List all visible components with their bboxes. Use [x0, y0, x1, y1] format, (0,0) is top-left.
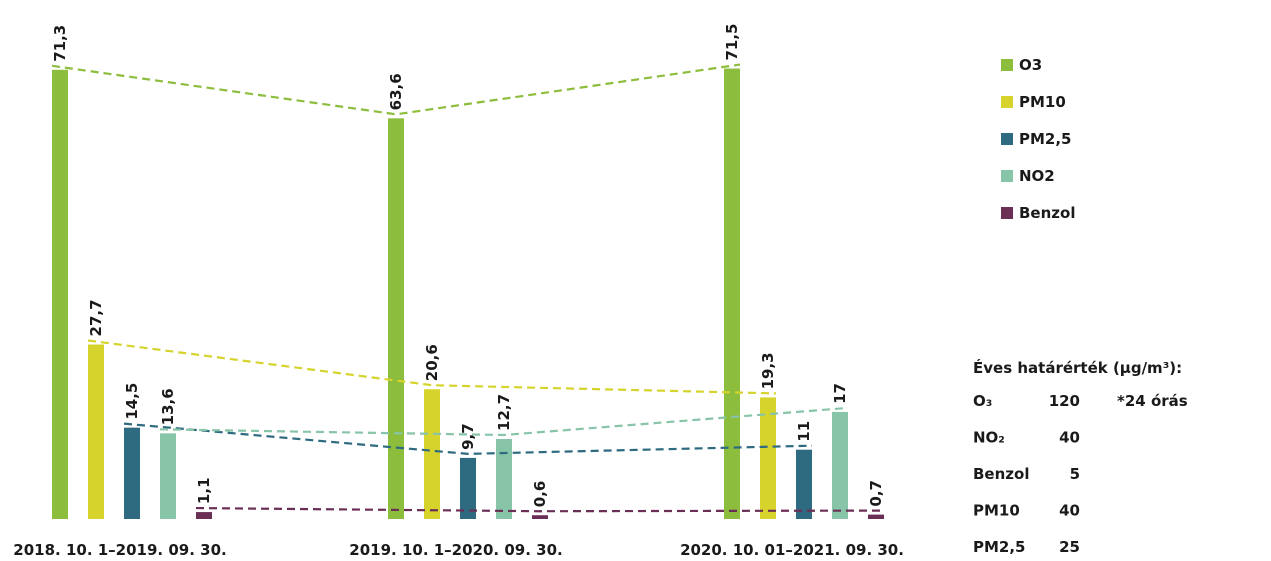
data-label: 71,3 [51, 25, 69, 62]
bar [388, 118, 404, 519]
bar [124, 427, 140, 519]
x-tick-label: 2020. 10. 01–2021. 09. 30. [680, 541, 904, 559]
data-label: 19,3 [759, 352, 777, 389]
limits-cell: 25 [1059, 538, 1080, 556]
data-label: 11 [795, 421, 813, 442]
limits-cell: PM10 [973, 502, 1020, 520]
legend-swatch [1001, 170, 1013, 182]
legend-label: PM2,5 [1019, 130, 1072, 148]
limits-cell: 120 [1049, 392, 1080, 410]
bar [52, 69, 68, 519]
trend-line [195, 506, 885, 513]
limits-cell: O₃ [973, 392, 992, 410]
legend-swatch [1001, 133, 1013, 145]
data-label: 20,6 [423, 344, 441, 381]
legend-label: Benzol [1019, 204, 1075, 222]
bar [532, 515, 548, 519]
x-tick-label: 2018. 10. 1–2019. 09. 30. [13, 541, 226, 559]
data-label: 9,7 [459, 423, 477, 450]
data-label: 0,7 [867, 480, 885, 507]
legend-label: PM10 [1019, 93, 1066, 111]
bar [496, 438, 512, 519]
bar [460, 457, 476, 519]
x-tick-label: 2019. 10. 1–2020. 09. 30. [349, 541, 562, 559]
bar [868, 514, 884, 519]
bar [196, 512, 212, 519]
bar [424, 389, 440, 519]
limits-cell: Benzol [973, 465, 1029, 483]
bar [832, 411, 848, 519]
limits-cell: 40 [1059, 429, 1080, 447]
bar [796, 449, 812, 519]
trend-line [123, 422, 813, 455]
data-label: 0,6 [531, 481, 549, 508]
bar [88, 344, 104, 519]
legend-swatch [1001, 207, 1013, 219]
data-label: 14,5 [123, 383, 141, 420]
bar [724, 68, 740, 520]
limits-cell: NO₂ [973, 429, 1005, 447]
legend-label: NO2 [1019, 167, 1055, 185]
bar [160, 433, 176, 519]
limits-cell: *24 órás [1117, 392, 1188, 410]
limits-cell: PM2,5 [973, 538, 1026, 556]
legend-swatch [1001, 59, 1013, 71]
data-label: 27,7 [87, 299, 105, 336]
data-label: 1,1 [195, 477, 213, 504]
limits-cell: 5 [1070, 465, 1080, 483]
bar [760, 397, 776, 519]
data-label: 17 [831, 383, 849, 404]
limits-title: Éves határérték (µg/m³): [973, 358, 1182, 377]
trend-line [87, 339, 777, 395]
data-label: 13,6 [159, 388, 177, 425]
data-label: 63,6 [387, 73, 405, 110]
limits-cell: 40 [1059, 502, 1080, 520]
trend-line [51, 63, 741, 116]
legend-label: O3 [1019, 56, 1042, 74]
data-label: 71,5 [723, 24, 741, 61]
data-label: 12,7 [495, 394, 513, 431]
legend-swatch [1001, 96, 1013, 108]
trend-line [159, 406, 849, 437]
